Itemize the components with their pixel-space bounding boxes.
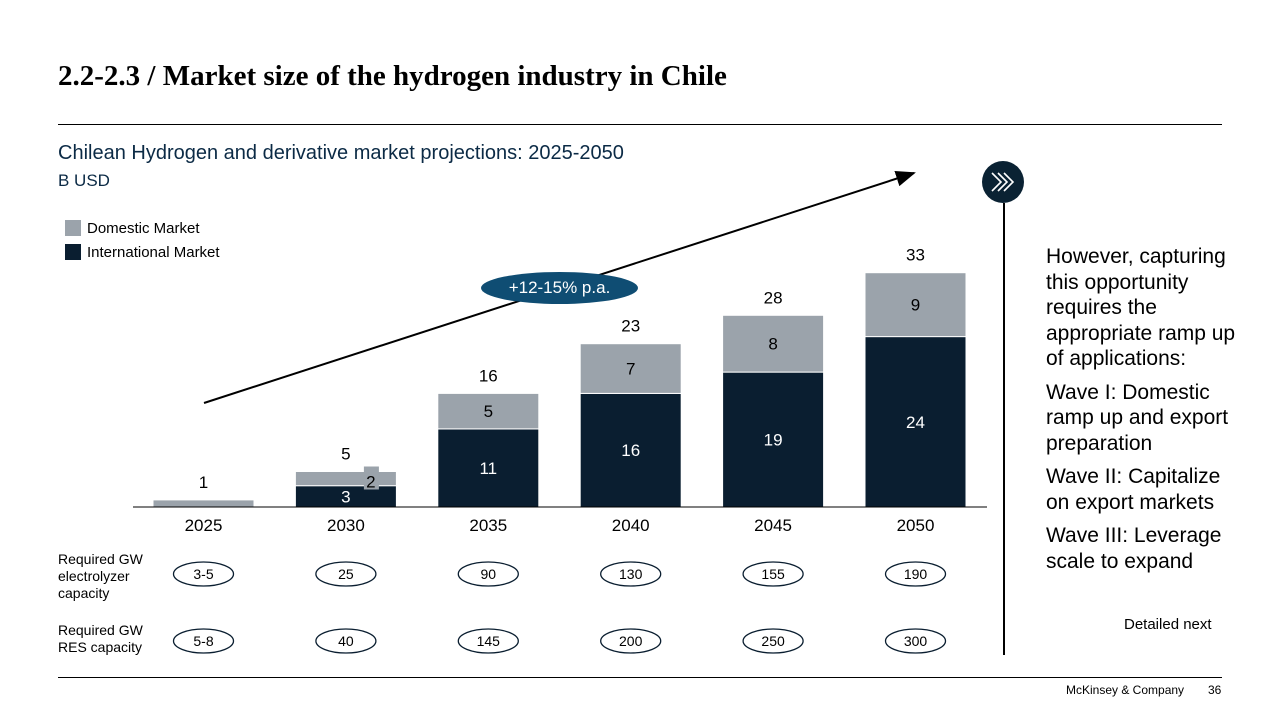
side-divider [1003,203,1005,655]
next-button[interactable] [982,161,1024,203]
page-title: 2.2-2.3 / Market size of the hydrogen in… [58,60,727,92]
capacity-oval-1-4 [742,628,804,654]
capacity-row-label-electrolyzer: Required GW electrolyzer capacity [58,551,158,602]
segment-label-2050-series-0: 24 [906,413,925,432]
capacity-oval-1-1 [315,628,377,654]
total-label-2030: 5 [341,445,350,464]
total-label-2045: 28 [764,288,783,307]
capacity-value-1-1: 40 [338,633,354,649]
segment-label-2035-series-1: 5 [484,402,493,421]
capacity-value-1-2: 145 [477,633,501,649]
segment-label-2040-series-0: 16 [621,441,640,460]
cagr-badge: +12-15% p.a. [481,272,638,304]
segment-label-2045-series-1: 8 [768,335,777,354]
bar-2035-series-1 [437,392,540,430]
side-paragraph-wave-1: Wave I: Domestic ramp up and export prep… [1046,380,1229,455]
bar-2040-series-1 [579,343,682,394]
capacity-oval-1-5 [884,628,947,654]
segment-label-2040-series-1: 7 [626,360,635,379]
capacity-oval-0-4 [742,561,804,587]
side-paragraph-intro: However, capturing this opportunity requ… [1046,245,1236,370]
capacity-oval-1-0 [172,628,235,654]
bar-2040-series-0 [579,392,682,508]
page-number: 36 [1208,683,1222,697]
bar-2025-series-1 [152,499,255,508]
capacity-row-label-res: Required GW RES capacity [58,622,158,656]
x-tick-label-2040: 2040 [612,516,650,535]
capacity-value-1-4: 250 [761,633,785,649]
bar-2050-series-1 [864,272,967,338]
bar-2030-series-1 [294,471,397,487]
detailed-next-link[interactable]: Detailed next [1124,616,1212,633]
capacity-value-0-0: 3-5 [193,566,213,582]
title-divider [58,124,1222,125]
legend-item-international: International Market [65,243,220,261]
capacity-value-1-0: 5-8 [193,633,213,649]
x-tick-label-2045: 2045 [754,516,792,535]
total-label-2040: 23 [621,317,640,336]
segment-label-2035-series-0: 11 [479,459,497,478]
x-tick-label-2030: 2030 [327,516,365,535]
x-tick-label-2025: 2025 [185,516,223,535]
capacity-oval-0-3 [600,561,662,587]
capacity-oval-0-0 [172,561,235,587]
bar-2035-series-0 [437,428,540,508]
side-paragraph-wave-2: Wave II: Capitalize on export markets [1046,465,1221,514]
side-paragraph-wave-3: Wave III: Leverage scale to expand [1046,524,1222,573]
legend-swatch-international [65,244,81,260]
legend-item-domestic: Domestic Market [65,219,200,237]
legend-label-domestic: Domestic Market [87,219,200,237]
capacity-value-0-2: 90 [481,566,497,582]
chevrons-right-icon [991,172,1015,192]
capacity-oval-0-1 [315,561,377,587]
capacity-oval-0-5 [884,561,947,587]
segment-label-2045-series-0: 19 [764,431,783,450]
segment-label-2030-series-1: 2 [366,473,375,492]
side-panel: However, capturing this opportunity requ… [1046,244,1246,582]
chart-unit: B USD [58,171,110,190]
footer-brand: McKinsey & Company [1066,683,1185,697]
capacity-value-1-3: 200 [619,633,643,649]
capacity-oval-1-3 [600,628,662,654]
capacity-value-1-5: 300 [904,633,928,649]
total-label-2025: 1 [199,473,208,492]
capacity-oval-1-2 [457,628,519,654]
chart-title: Chilean Hydrogen and derivative market p… [58,142,624,164]
capacity-oval-0-2 [457,561,519,587]
segment-label-2050-series-1: 9 [911,296,920,315]
bar-2045-series-1 [722,314,825,373]
capacity-value-0-5: 190 [904,566,928,582]
footer-divider [58,677,1222,678]
x-tick-label-2050: 2050 [897,516,935,535]
x-tick-label-2035: 2035 [469,516,507,535]
total-label-2050: 33 [906,246,925,265]
capacity-value-0-3: 130 [619,566,643,582]
total-label-2035: 16 [479,366,498,385]
capacity-value-0-1: 25 [338,566,354,582]
capacity-row-label-res-text: Required GW RES capacity [58,622,143,655]
capacity-value-0-4: 155 [761,566,785,582]
legend-swatch-domestic [65,220,81,236]
legend-label-international: International Market [87,243,220,261]
capacity-row-label-electrolyzer-text: Required GW electrolyzer capacity [58,551,143,601]
segment-label-bg-2030-series-1 [363,466,379,490]
segment-label-2030-series-0: 3 [341,487,350,506]
